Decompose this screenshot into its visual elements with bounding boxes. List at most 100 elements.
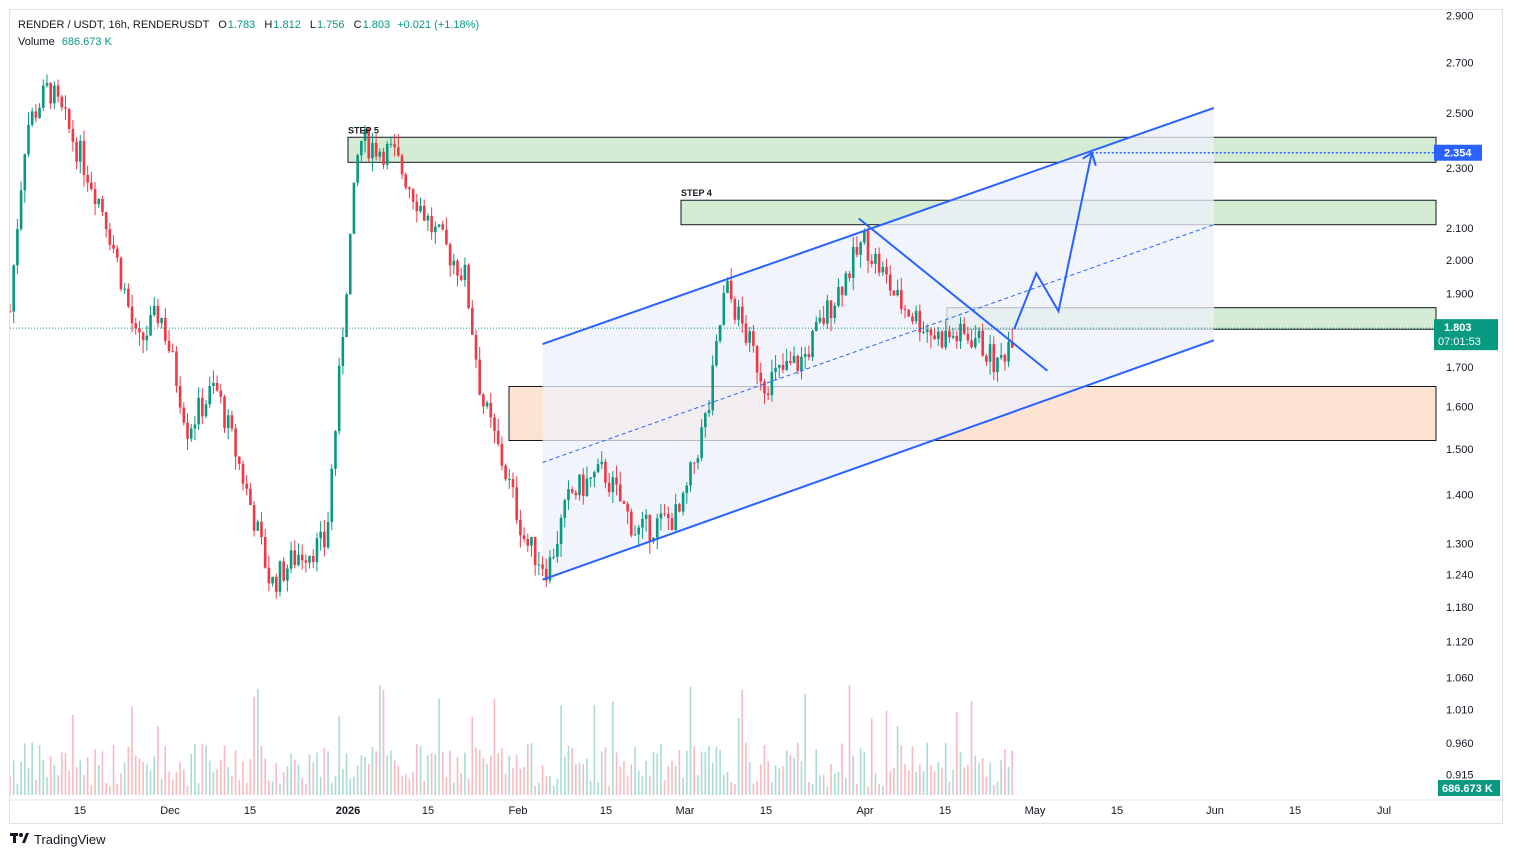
candle-body xyxy=(445,229,448,245)
candle-body xyxy=(400,155,404,175)
candle-body xyxy=(393,143,396,148)
volume-bar xyxy=(489,755,492,795)
candle-body xyxy=(674,504,678,531)
volume-bar xyxy=(68,770,70,795)
candle-body xyxy=(441,224,445,230)
volume-bar xyxy=(734,784,736,795)
volume-bar xyxy=(789,754,792,795)
candle-body xyxy=(286,568,289,581)
candle-body xyxy=(859,242,862,255)
volume-bar xyxy=(959,752,962,795)
candle-body xyxy=(559,517,563,544)
symbol-title[interactable]: RENDER / USDT, 16h, RENDERUSDT xyxy=(18,19,210,31)
volume-bar xyxy=(619,766,622,795)
candle-body xyxy=(715,341,718,366)
volume-bar xyxy=(915,772,917,795)
volume-bar xyxy=(730,782,732,795)
volume-bar xyxy=(249,759,252,795)
candle-body xyxy=(844,273,848,296)
volume-bar xyxy=(1011,750,1014,795)
volume-bar xyxy=(238,779,241,795)
candle-body xyxy=(900,290,903,309)
candles-layer xyxy=(10,74,1014,599)
candle-body xyxy=(822,317,825,324)
candle-body xyxy=(293,550,297,566)
candle-body xyxy=(134,323,138,329)
down-trendline xyxy=(858,217,1049,372)
volume-bar xyxy=(782,766,784,795)
volume-bar xyxy=(194,744,196,795)
time-tick-label: 15 xyxy=(1289,805,1301,817)
candle-body xyxy=(955,335,959,342)
candle-body xyxy=(345,294,348,337)
candle-body xyxy=(692,462,696,464)
volume-bar xyxy=(896,726,899,795)
candle-body xyxy=(641,518,644,528)
volume-bar xyxy=(316,752,318,795)
volume-bar xyxy=(83,775,85,795)
volume-bar xyxy=(571,747,573,795)
candle-body xyxy=(740,306,744,324)
volume-bar xyxy=(393,760,396,795)
candle-body xyxy=(526,538,530,546)
volume-bar xyxy=(186,785,189,795)
volume-bar xyxy=(893,767,895,795)
volume-bar xyxy=(882,786,884,795)
volume-bar xyxy=(430,753,433,795)
volume-bar xyxy=(660,743,662,795)
volume-bar xyxy=(386,755,389,795)
volume-bar xyxy=(101,751,104,795)
volume-bar xyxy=(245,782,248,795)
volume-bar xyxy=(930,764,932,795)
candle-body xyxy=(567,489,570,501)
candle-body xyxy=(238,456,241,464)
volume-bar xyxy=(534,785,536,795)
candle-body xyxy=(885,266,888,275)
price-tick-label: 1.400 xyxy=(1446,490,1474,502)
volume-bar xyxy=(478,749,481,795)
volume-bar xyxy=(404,774,407,795)
price-tick-label: 1.120 xyxy=(1446,636,1474,648)
price-axis: 2.900 2.700 2.500 2.300 2.100 2.000 1.900 1.700… xyxy=(1434,11,1500,796)
candle-body xyxy=(604,461,607,483)
volume-bar xyxy=(360,755,363,795)
volume-bar xyxy=(708,746,710,795)
candle-body xyxy=(60,96,64,108)
volume-bar xyxy=(216,769,218,795)
volume-bar xyxy=(112,745,115,795)
candle-body xyxy=(471,307,474,335)
volume-bar xyxy=(504,773,507,795)
candle-body xyxy=(459,275,463,280)
candle-body xyxy=(193,424,197,429)
open-value: 1.783 xyxy=(227,19,256,31)
volume-label[interactable]: Volume xyxy=(18,36,55,48)
candle-body xyxy=(127,288,130,307)
candle-body xyxy=(108,229,112,245)
current-price-label: 1.803 xyxy=(1444,322,1472,334)
tradingview-brand[interactable]: TradingView xyxy=(10,832,106,847)
channel-fill xyxy=(542,107,1214,580)
volume-bar xyxy=(49,756,52,795)
volume-bar xyxy=(822,774,825,795)
volume-bar xyxy=(334,776,337,795)
drawings-layer xyxy=(10,106,1436,581)
candle-body xyxy=(718,324,722,342)
volume-bar xyxy=(342,769,344,795)
chart-frame[interactable]: STEP 5 STEP 4 2.900 2.700 2.500 2.300 2.100 2.… xyxy=(9,9,1504,825)
volume-bar xyxy=(963,767,965,795)
volume-bar xyxy=(234,750,237,795)
volume-bar xyxy=(567,745,570,795)
price-tick-label: 0.960 xyxy=(1446,738,1474,750)
candle-body xyxy=(866,230,870,261)
price-tick-label: 2.700 xyxy=(1446,58,1474,70)
volume-bar xyxy=(904,764,906,795)
candle-body xyxy=(56,85,60,97)
time-tick-label: 15 xyxy=(600,805,612,817)
volume-bar xyxy=(323,747,326,795)
candle-body xyxy=(223,396,226,428)
volume-bar xyxy=(453,782,455,795)
price-tick-label: 1.240 xyxy=(1446,569,1474,581)
candle-body xyxy=(896,290,899,296)
time-axis: 15 Dec 15 2026 15 Feb 15 Mar 15 Apr 15 May 15 Jun 15 Ju… xyxy=(10,799,1504,817)
